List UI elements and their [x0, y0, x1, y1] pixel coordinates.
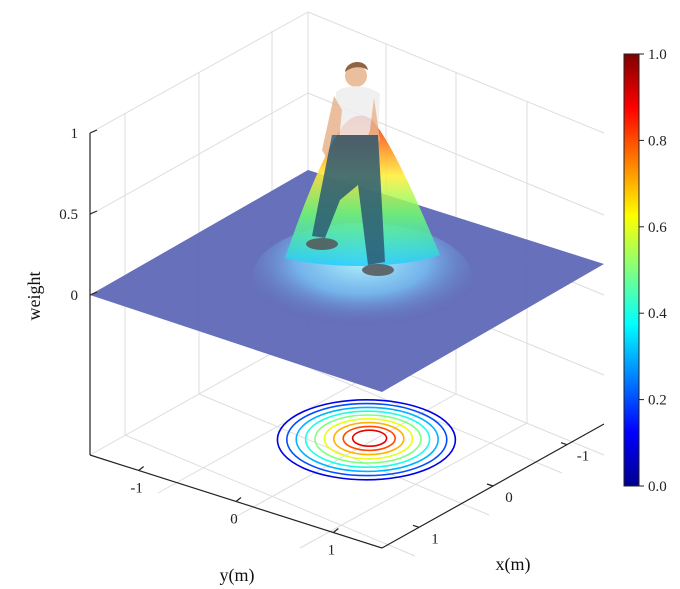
colorbar-tick-label: 0.0: [648, 479, 667, 495]
z-tick-label: 1: [71, 126, 79, 142]
x-tick-label: -1: [577, 449, 590, 465]
colorbar-gradient: [623, 53, 640, 487]
y-tick-label: -1: [130, 481, 143, 497]
y-tick-label: 0: [230, 512, 238, 528]
y-tick-label: 1: [328, 543, 336, 559]
person-figure: [306, 61, 394, 276]
colorbar-ticks: 0.0 0.2 0.4 0.6 0.8 1.0: [639, 47, 667, 495]
z-tick-label: 0.5: [59, 207, 78, 223]
weight-surface: [90, 115, 604, 392]
colorbar-tick-label: 0.8: [648, 133, 667, 149]
y-axis-label: y(m): [220, 565, 255, 586]
tick-marks: [89, 129, 568, 533]
contour-projection: [276, 398, 457, 481]
contour-line: [342, 425, 397, 452]
right-shoe: [362, 264, 394, 276]
head: [345, 65, 367, 87]
tick-labels: 0 0.5 1 -1 0 1 -1 0 1: [59, 126, 589, 559]
z-axis-label: weight: [24, 272, 44, 321]
x-tick-label: 0: [505, 490, 513, 506]
colorbar-tick-label: 0.4: [648, 306, 667, 322]
colorbar-tick-label: 0.2: [648, 393, 667, 409]
contour-line: [314, 414, 422, 464]
x-axis-label: x(m): [496, 554, 531, 575]
left-shoe: [306, 238, 338, 250]
colorbar-tick-label: 0.6: [648, 220, 667, 236]
hair: [345, 61, 368, 72]
contour-line: [332, 421, 405, 456]
pants: [312, 135, 385, 265]
colorbar: 0.0 0.2 0.4 0.6 0.8 1.0: [623, 47, 667, 495]
x-tick-label: 1: [431, 531, 439, 547]
contour-line: [285, 402, 448, 477]
colorbar-tick-label: 1.0: [648, 47, 667, 63]
contour-line: [295, 406, 440, 473]
contour-line: [276, 398, 457, 481]
shirt: [332, 86, 380, 139]
contour-line: [304, 410, 431, 469]
contour-line: [351, 429, 388, 448]
z-tick-label: 0: [71, 288, 79, 304]
contour-line: [323, 417, 414, 460]
